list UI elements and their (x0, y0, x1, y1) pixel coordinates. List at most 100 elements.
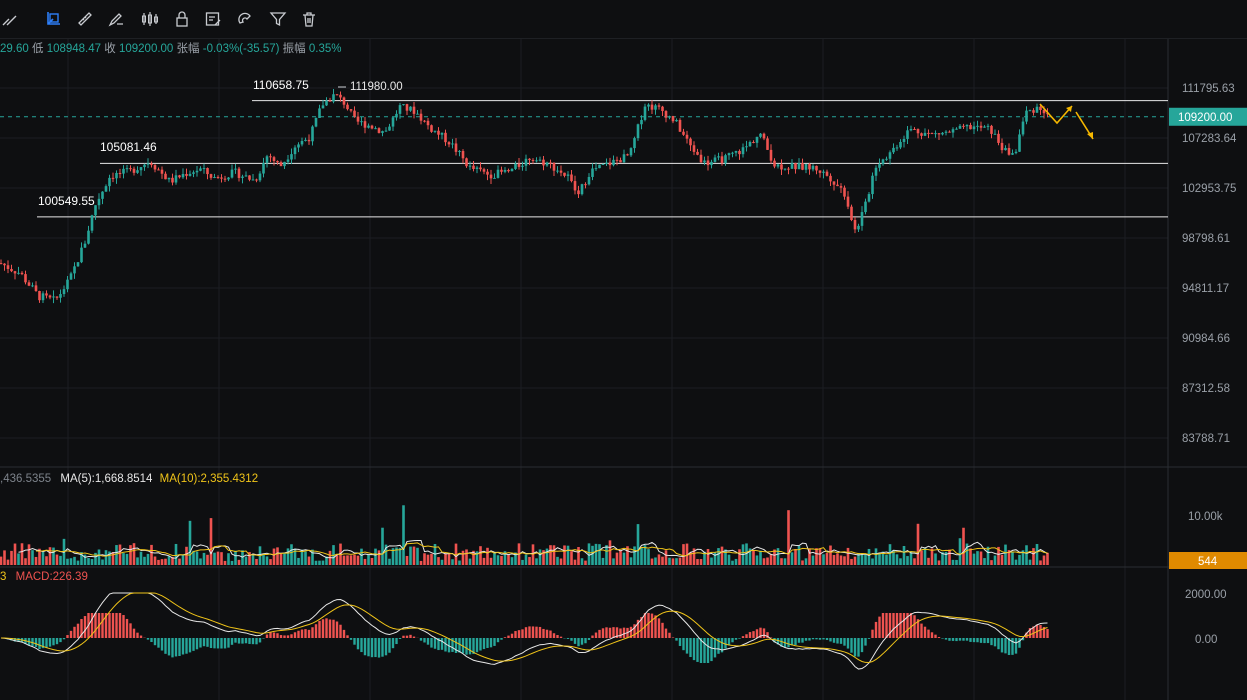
candle-body (454, 143, 458, 152)
volume-bar (507, 554, 510, 565)
brush-tool-button[interactable] (106, 9, 126, 29)
candle-body (269, 156, 272, 158)
candle-body (31, 285, 34, 287)
candle-body (671, 116, 675, 122)
filter-tool-button[interactable] (268, 9, 288, 29)
candle-body (125, 168, 129, 170)
macd-bar (668, 632, 671, 638)
macd-bar (178, 638, 181, 656)
macd-bar (983, 638, 986, 644)
volume-bar (269, 559, 272, 565)
volume-bar (384, 544, 388, 565)
macd-bar (559, 636, 563, 638)
level-high-label: 110658.75 (253, 78, 309, 92)
candle-body (321, 105, 325, 109)
macd-bar (458, 638, 461, 653)
volume-bar (290, 544, 293, 565)
select-tool-button[interactable] (43, 9, 63, 29)
candle-body (678, 119, 682, 132)
macd-bar (349, 638, 353, 640)
candle-body (216, 176, 220, 178)
candle-body (503, 170, 507, 172)
volume-bar (948, 549, 951, 565)
projection-arrowhead (1066, 106, 1072, 112)
volume-bar (265, 556, 269, 565)
volume-bar (314, 560, 318, 565)
macd-bar (220, 638, 223, 649)
candle-body (601, 163, 605, 165)
candles-tool-button[interactable] (140, 9, 160, 29)
volume-bar (528, 556, 531, 565)
macd-axis-tick: 0.00 (1195, 634, 1217, 646)
macd-bar (1039, 625, 1042, 638)
volume-bar (423, 553, 426, 565)
candle-body (587, 176, 591, 185)
macd-bar (612, 627, 615, 638)
crosshair-tool-button[interactable] (0, 9, 20, 29)
volume-bar (762, 558, 766, 565)
candle-body (773, 160, 776, 167)
volume-bar (678, 557, 682, 565)
candle-body (612, 159, 615, 166)
candle-body (983, 126, 986, 128)
macd-bar (605, 627, 608, 638)
candle-body (934, 133, 937, 135)
candle-body (738, 150, 741, 155)
candle-body (335, 94, 339, 96)
candle-body (878, 164, 881, 168)
volume-bar (857, 552, 860, 565)
candle-body (59, 294, 62, 298)
volume-bar (916, 523, 920, 565)
volume-bar (69, 558, 73, 565)
macd-bar (59, 638, 62, 643)
macd-bar (850, 638, 853, 653)
volume-ma10: MA(10):2,355.4312 (159, 473, 259, 485)
candle-body (948, 131, 951, 133)
volume-bar (48, 547, 52, 565)
volume-bar (923, 547, 927, 565)
macd-bar (426, 638, 430, 645)
ruler-tool-button[interactable] (75, 9, 95, 29)
macd-bar (66, 635, 69, 638)
candle-body (447, 142, 451, 145)
candle-body (780, 164, 783, 170)
candle-body (524, 158, 528, 166)
volume-bar (647, 549, 650, 565)
macd-axis-tick: 2000.00 (1185, 589, 1227, 601)
candle-body (993, 133, 997, 135)
candle-body (696, 151, 699, 155)
macd-bar (192, 638, 195, 651)
delete-tool-button[interactable] (299, 9, 319, 29)
candle-body (171, 177, 174, 183)
macd-bar (468, 638, 472, 655)
magnet-tool-button[interactable] (235, 9, 255, 29)
macd-bar (472, 638, 475, 654)
macd-bar (174, 638, 178, 657)
macd-bar (370, 638, 374, 658)
volume-bar (325, 556, 328, 565)
macd-bar (622, 627, 626, 638)
candle-body (836, 184, 839, 187)
macd-bar (801, 638, 804, 643)
candle-body (24, 274, 27, 283)
candle-body (139, 167, 143, 171)
volume-bar (566, 545, 570, 565)
candle-body (297, 144, 300, 148)
macd-bar (62, 638, 66, 640)
volume-bar (255, 558, 258, 565)
volume-bar (766, 557, 769, 565)
candle-body (293, 147, 297, 155)
volume-bar (262, 554, 265, 565)
candle-body (923, 132, 927, 136)
volume-bar (745, 543, 748, 565)
volume-bar (199, 558, 202, 565)
lock-tool-button[interactable] (172, 9, 192, 29)
candle-body (913, 128, 916, 130)
candle-body (423, 120, 426, 122)
volume-bar (549, 545, 552, 565)
candle-body (748, 141, 752, 147)
macd-bar (678, 638, 682, 646)
note-tool-button[interactable] (203, 9, 223, 29)
macd-bar (290, 634, 293, 638)
